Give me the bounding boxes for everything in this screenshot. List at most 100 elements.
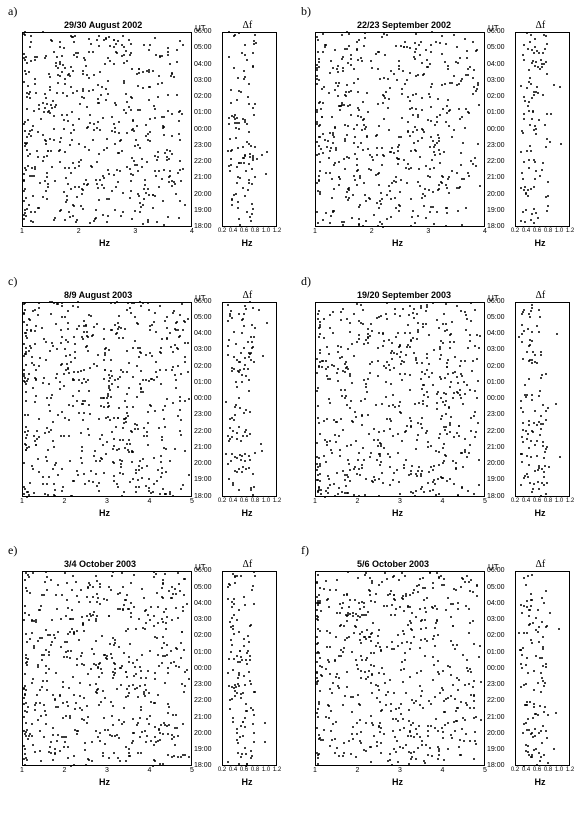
df-scatter-point	[533, 208, 535, 210]
scatter-point	[350, 114, 352, 116]
scatter-point	[460, 310, 462, 312]
scatter-point	[361, 467, 363, 469]
scatter-point	[49, 138, 51, 140]
scatter-point	[365, 386, 367, 388]
scatter-point	[111, 116, 113, 118]
df-scatter-point	[227, 320, 229, 322]
df-scatter-point	[242, 466, 244, 468]
scatter-point	[463, 381, 465, 383]
df-scatter-point	[241, 471, 243, 473]
scatter-point	[88, 77, 90, 79]
scatter-point	[118, 132, 120, 134]
scatter-point	[440, 575, 442, 577]
scatter-point	[397, 761, 399, 763]
scatter-point	[137, 144, 139, 146]
scatter-point	[71, 139, 73, 141]
delta-f-label: Δf	[536, 290, 546, 301]
scatter-point	[461, 375, 463, 377]
scatter-point	[432, 191, 434, 193]
df-scatter-point	[533, 186, 535, 188]
x-axis-label: Hz	[99, 238, 110, 248]
scatter-point	[172, 402, 174, 404]
scatter-point	[397, 645, 399, 647]
scatter-point	[32, 310, 34, 312]
scatter-point	[406, 79, 408, 81]
scatter-point	[332, 311, 334, 313]
df-scatter-point	[533, 689, 535, 691]
scatter-point	[317, 39, 319, 41]
scatter-point	[378, 431, 380, 433]
scatter-point	[54, 217, 56, 219]
figure-panel: f)5/6 October 2003UTΔf06:0005:0004:0003:…	[295, 543, 586, 811]
scatter-point	[93, 74, 95, 76]
df-scatter-point	[236, 182, 238, 184]
scatter-point	[415, 758, 417, 760]
scatter-point	[379, 464, 381, 466]
scatter-point	[38, 418, 40, 420]
y-tick-label: 23:00	[487, 681, 509, 688]
scatter-point	[137, 479, 139, 481]
x-axis-label: Hz	[99, 777, 110, 787]
scatter-point	[171, 153, 173, 155]
scatter-point	[179, 396, 181, 398]
scatter-point	[442, 108, 444, 110]
df-scatter-point	[251, 755, 253, 757]
scatter-point	[415, 33, 417, 35]
df-scatter-point	[525, 744, 527, 746]
scatter-point	[160, 724, 162, 726]
df-scatter-point	[229, 708, 231, 710]
scatter-point	[421, 417, 423, 419]
delta-f-label: Δf	[536, 20, 546, 31]
scatter-point	[459, 739, 461, 741]
scatter-point	[340, 346, 342, 348]
scatter-point	[420, 473, 422, 475]
scatter-point	[154, 760, 156, 762]
df-scatter-point	[228, 339, 230, 341]
y-tick-label: 01:00	[487, 649, 509, 656]
df-scatter-point	[536, 764, 538, 766]
df-scatter-point	[546, 737, 548, 739]
df-scatter-point	[527, 328, 529, 330]
scatter-point	[440, 378, 442, 380]
df-scatter-point	[252, 52, 254, 54]
scatter-point	[87, 716, 89, 718]
scatter-point	[50, 150, 52, 152]
scatter-point	[64, 78, 66, 80]
scatter-point	[84, 400, 86, 402]
scatter-point	[188, 678, 190, 680]
df-scatter-point	[528, 81, 530, 83]
df-scatter-point	[253, 114, 255, 116]
scatter-point	[39, 609, 41, 611]
scatter-point	[386, 194, 388, 196]
scatter-point	[405, 744, 407, 746]
scatter-point	[109, 377, 111, 379]
df-scatter-point	[236, 359, 238, 361]
scatter-point	[142, 223, 144, 225]
scatter-point	[110, 302, 112, 304]
df-scatter-point	[235, 127, 237, 129]
scatter-point	[380, 727, 382, 729]
scatter-point	[141, 477, 143, 479]
scatter-point	[378, 172, 380, 174]
scatter-point	[445, 184, 447, 186]
scatter-point	[316, 109, 318, 111]
x-tick-label: 5	[477, 767, 493, 774]
df-x-tick-label: 1.2	[562, 767, 578, 773]
df-scatter-point	[238, 763, 240, 765]
scatter-point	[446, 329, 448, 331]
scatter-point	[328, 478, 330, 480]
scatter-point	[360, 57, 362, 59]
scatter-point	[117, 757, 119, 759]
df-scatter-point	[523, 189, 525, 191]
scatter-point	[34, 211, 36, 213]
scatter-point	[104, 348, 106, 350]
df-scatter-point	[238, 128, 240, 130]
x-tick-label: 4	[142, 767, 158, 774]
df-scatter-point	[225, 453, 227, 455]
scatter-point	[343, 625, 345, 627]
scatter-point	[329, 72, 331, 74]
df-scatter-point	[544, 124, 546, 126]
scatter-point	[81, 188, 83, 190]
scatter-point	[63, 736, 65, 738]
scatter-point	[24, 748, 26, 750]
